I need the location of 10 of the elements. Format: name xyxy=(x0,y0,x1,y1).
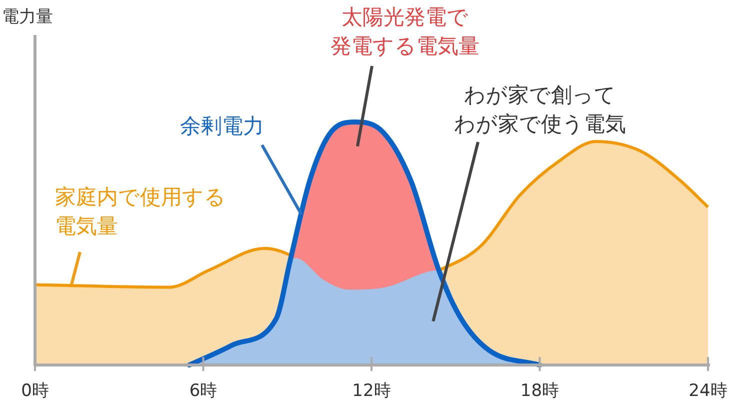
text: 電力量 xyxy=(2,7,53,27)
x-tick-label: 12時 xyxy=(352,381,391,401)
x-tick-label: 18時 xyxy=(520,381,560,401)
label: わが家で創ってわが家で使う電気 xyxy=(432,83,626,322)
annotation: 余剰電力 xyxy=(180,114,264,138)
label: 家庭内で使用する電気量 xyxy=(55,185,226,286)
x-tick-label: 24時 xyxy=(688,381,728,401)
series-label: 家庭内で使用する電気量 xyxy=(55,185,226,238)
x-tick-label: 6時 xyxy=(189,381,218,401)
x-tick-label: 0時 xyxy=(21,381,49,401)
